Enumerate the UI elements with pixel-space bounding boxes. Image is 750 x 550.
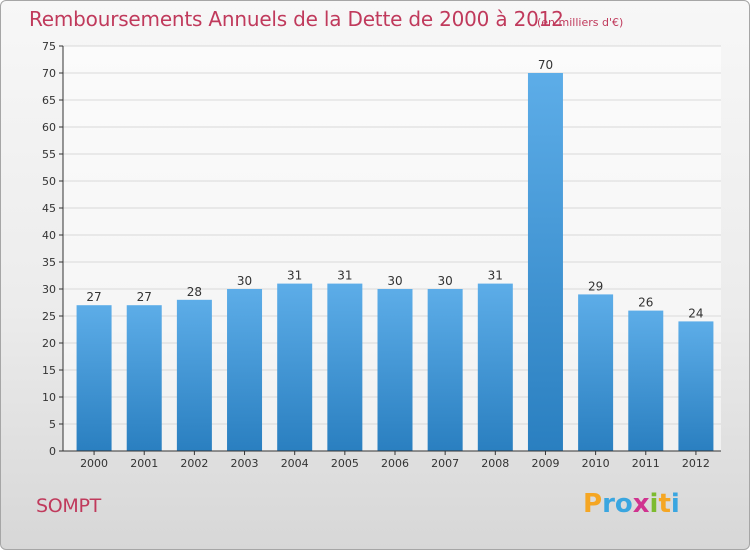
bars <box>76 73 714 451</box>
bar-2002 <box>176 299 212 451</box>
y-tick-label: 0 <box>49 445 56 458</box>
data-label: 30 <box>438 274 453 288</box>
y-tick-label: 45 <box>42 202 56 215</box>
y-tick-label: 60 <box>42 121 56 134</box>
data-label: 31 <box>337 269 352 283</box>
x-tick-label: 2006 <box>381 457 409 470</box>
logo-letter: i <box>649 489 659 519</box>
commune-name: SOMPT <box>36 495 101 517</box>
data-label: 31 <box>287 269 302 283</box>
data-label: 27 <box>86 290 101 304</box>
axes <box>62 46 721 452</box>
x-tick-label: 2012 <box>682 457 710 470</box>
y-tick-label: 30 <box>42 283 56 296</box>
logo-letter: x <box>632 489 650 519</box>
bar-2006 <box>377 289 413 451</box>
data-label: 30 <box>237 274 252 288</box>
chart-title: Remboursements Annuels de la Dette de 20… <box>29 7 564 31</box>
logo-letter: i <box>670 489 680 519</box>
x-tick-label: 2000 <box>80 457 108 470</box>
bar-2008 <box>477 283 513 451</box>
x-tick-label: 2011 <box>632 457 660 470</box>
data-label: 27 <box>137 290 152 304</box>
x-axis-ticks: 2000 2001 2002 2003 2004 2005 2006 2007 2008 2009… <box>80 451 710 470</box>
y-tick-label: 10 <box>42 391 56 404</box>
y-tick-label: 40 <box>42 229 56 242</box>
x-tick-label: 2007 <box>431 457 459 470</box>
y-tick-label: 55 <box>42 148 56 161</box>
y-tick-label: 65 <box>42 94 56 107</box>
data-label: 70 <box>538 58 553 72</box>
bar-2010 <box>578 294 614 451</box>
bar-2004 <box>277 283 313 451</box>
y-tick-label: 20 <box>42 337 56 350</box>
x-tick-label: 2005 <box>331 457 359 470</box>
x-tick-label: 2002 <box>180 457 208 470</box>
logo-letter: P <box>583 489 603 519</box>
logo-letter: o <box>614 489 633 519</box>
x-tick-label: 2001 <box>130 457 158 470</box>
bar-2000 <box>76 305 112 451</box>
data-label: 28 <box>187 285 202 299</box>
bar-2012 <box>678 321 714 451</box>
logo-letter: r <box>602 489 615 519</box>
data-label: 29 <box>588 279 603 293</box>
bar-2001 <box>126 305 162 451</box>
y-tick-label: 50 <box>42 175 56 188</box>
proxiti-logo[interactable]: Proxiti <box>583 489 680 519</box>
y-tick-label: 75 <box>42 40 56 53</box>
bar-2007 <box>427 289 463 451</box>
x-tick-label: 2003 <box>231 457 259 470</box>
y-tick-label: 15 <box>42 364 56 377</box>
data-label: 30 <box>387 274 402 288</box>
x-tick-label: 2008 <box>481 457 509 470</box>
y-axis-ticks: 0 5 10 15 20 25 30 35 40 45 50 55 60 65 70 75 <box>42 40 63 458</box>
x-tick-label: 2010 <box>582 457 610 470</box>
chart-subtitle: (en milliers d'€) <box>537 16 624 29</box>
data-label: 31 <box>488 269 503 283</box>
y-tick-label: 70 <box>42 67 56 80</box>
bar-2011 <box>628 310 664 451</box>
x-tick-label: 2009 <box>531 457 559 470</box>
bar-2005 <box>327 283 363 451</box>
bar-2003 <box>227 289 263 451</box>
x-tick-label: 2004 <box>281 457 309 470</box>
data-label: 24 <box>688 306 703 320</box>
bar-2009 <box>527 73 563 451</box>
y-tick-label: 25 <box>42 310 56 323</box>
y-tick-label: 5 <box>49 418 56 431</box>
y-tick-label: 35 <box>42 256 56 269</box>
data-label: 26 <box>638 296 653 310</box>
data-labels: 27 27 28 30 31 31 30 30 31 70 29 26 24 <box>86 58 703 320</box>
logo-letter: t <box>658 489 671 519</box>
